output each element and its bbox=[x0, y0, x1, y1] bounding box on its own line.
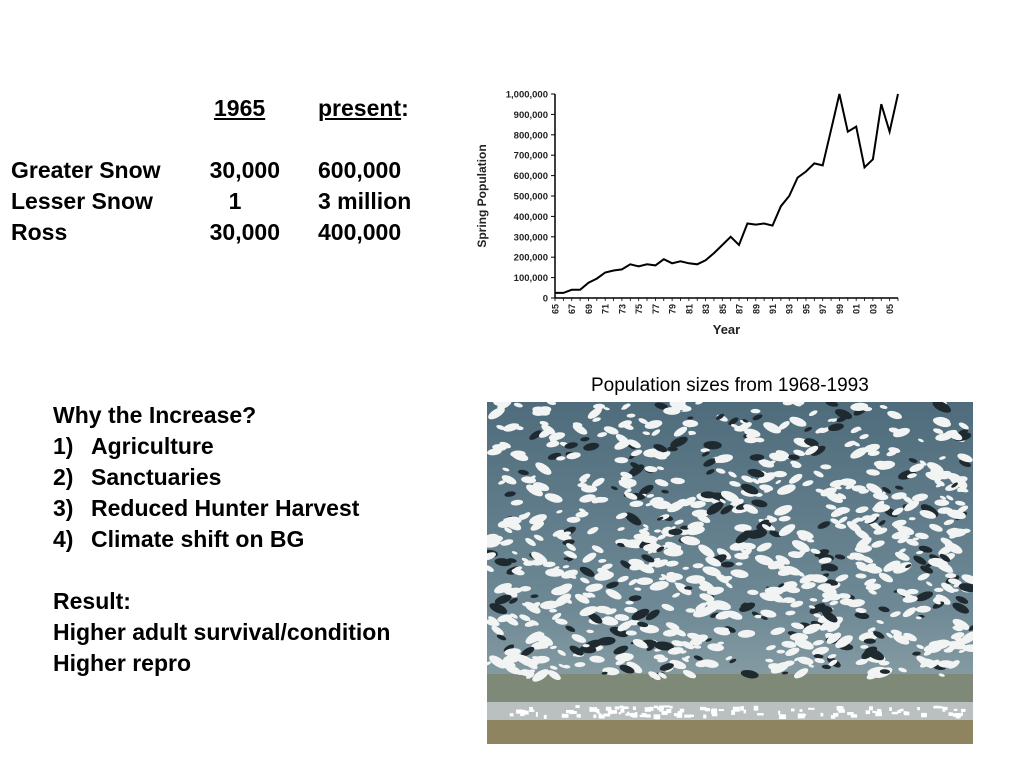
x-axis-label: Year bbox=[713, 322, 740, 337]
present-greater-snow: 600,000 bbox=[318, 157, 402, 183]
x-tick-label: 73 bbox=[617, 304, 627, 314]
reason-item: 3) Reduced Hunter Harvest bbox=[53, 493, 390, 524]
x-tick-label: 67 bbox=[567, 304, 577, 314]
population-line-chart: 0 100,000 200,000 300,000 400,000 500,000 600,… bbox=[475, 90, 899, 337]
y1965-lesser-snow: 1 bbox=[228, 188, 242, 214]
y-tick-label: 800,000 bbox=[514, 130, 548, 141]
result-title: Result: bbox=[53, 588, 131, 614]
x-tick-label: 01 bbox=[852, 304, 862, 314]
header-present-label: present bbox=[318, 95, 402, 121]
result-line: Higher adult survival/condition bbox=[53, 619, 391, 645]
x-tick-label: 79 bbox=[668, 304, 678, 314]
reason-text: Reduced Hunter Harvest bbox=[91, 495, 360, 521]
reasons-title: Why the Increase? bbox=[53, 402, 257, 428]
reason-text: Climate shift on BG bbox=[91, 526, 305, 552]
header-colon: : bbox=[401, 95, 409, 121]
y-tick-label: 300,000 bbox=[514, 232, 548, 243]
y1965-column: 30,000 1 30,000 bbox=[190, 155, 280, 248]
present-ross: 400,000 bbox=[318, 219, 402, 245]
reason-number: 2) bbox=[53, 464, 74, 490]
present-lesser-snow: 3 million bbox=[318, 188, 412, 214]
y1965-greater-snow: 30,000 bbox=[209, 157, 280, 183]
x-tick-label: 91 bbox=[768, 304, 778, 314]
y-tick-label: 400,000 bbox=[514, 212, 548, 223]
reason-item: 2) Sanctuaries bbox=[53, 462, 390, 493]
y-tick-label: 700,000 bbox=[514, 151, 548, 162]
chart-caption: Population sizes from 1968-1993 bbox=[591, 375, 869, 396]
reason-item: 1) Agriculture bbox=[53, 431, 390, 462]
x-tick-label: 71 bbox=[601, 304, 611, 314]
reason-number: 1) bbox=[53, 433, 74, 459]
x-tick-label: 77 bbox=[651, 304, 661, 314]
reason-number: 3) bbox=[53, 495, 74, 521]
x-tick-label: 95 bbox=[801, 304, 811, 314]
x-tick-label: 89 bbox=[751, 304, 761, 314]
x-tick-label: 99 bbox=[835, 304, 845, 314]
species-ross: Ross bbox=[11, 219, 68, 245]
y-axis-label: Spring Population bbox=[475, 144, 489, 247]
x-tick-label: 69 bbox=[584, 304, 594, 314]
x-tick-label: 85 bbox=[718, 304, 728, 314]
species-greater-snow: Greater Snow bbox=[11, 157, 161, 183]
y-tick-label: 900,000 bbox=[514, 110, 548, 121]
reason-item: 4) Climate shift on BG bbox=[53, 524, 390, 555]
x-tick-label: 81 bbox=[684, 304, 694, 314]
species-column: Greater Snow Lesser Snow Ross bbox=[11, 155, 161, 248]
species-lesser-snow: Lesser Snow bbox=[11, 188, 153, 214]
reason-text: Sanctuaries bbox=[91, 464, 222, 490]
x-tick-label: 75 bbox=[634, 304, 644, 314]
x-tick-label: 83 bbox=[701, 304, 711, 314]
y1965-ross: 30,000 bbox=[209, 219, 280, 245]
x-tick-label: 05 bbox=[885, 304, 895, 314]
y-tick-label: 500,000 bbox=[514, 192, 548, 203]
x-tick-label: 97 bbox=[818, 304, 828, 314]
present-column: 600,000 3 million 400,000 bbox=[318, 155, 411, 248]
y-tick-label: 200,000 bbox=[514, 253, 548, 264]
x-tick-label: 87 bbox=[735, 304, 745, 314]
x-tick-label: 03 bbox=[868, 304, 878, 314]
result-line: Higher repro bbox=[53, 650, 192, 676]
y-tick-label: 0 bbox=[543, 294, 548, 305]
x-tick-label: 93 bbox=[785, 304, 795, 314]
snow-geese-photo bbox=[487, 402, 973, 744]
reasons-block: Why the Increase? 1) Agriculture 2) Sanctu… bbox=[53, 400, 390, 679]
y-tick-label: 1,000,000 bbox=[506, 90, 548, 101]
population-series-line bbox=[555, 93, 899, 294]
y-tick-label: 600,000 bbox=[514, 171, 548, 182]
reason-text: Agriculture bbox=[91, 433, 214, 459]
x-tick-label: 65 bbox=[551, 304, 561, 314]
header-present: present: bbox=[318, 93, 409, 124]
header-1965: 1965 bbox=[214, 95, 266, 121]
reason-number: 4) bbox=[53, 526, 74, 552]
y-tick-label: 100,000 bbox=[514, 273, 548, 284]
